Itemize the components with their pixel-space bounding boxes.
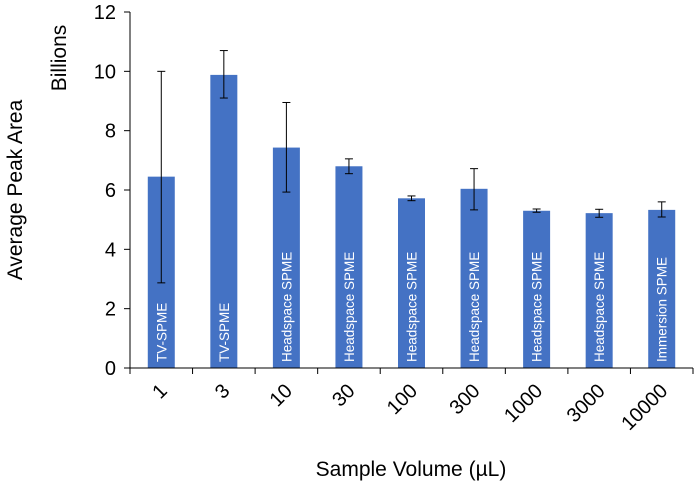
bar	[398, 198, 425, 368]
x-tick-label: 3	[211, 380, 234, 403]
x-tick-label: 300	[445, 380, 484, 419]
bar-label: Headspace SPME	[467, 252, 482, 362]
x-tick-label: 1000	[500, 380, 547, 427]
x-axis-title: Sample Volume (µL)	[316, 458, 507, 481]
y-tick-label: 12	[94, 2, 116, 24]
bar	[523, 210, 551, 368]
y-tick-label: 6	[105, 180, 116, 202]
bar-label: Headspace SPME	[405, 252, 420, 362]
y-tick-label: 8	[105, 121, 116, 143]
y-axis-unit-label: Billions	[48, 25, 71, 92]
y-axis: 0 2 4 6 8 10 12	[94, 2, 131, 380]
y-axis-title: Average Peak Area	[4, 99, 27, 280]
y-tick-label: 2	[105, 299, 116, 321]
y-tick-label: 10	[94, 61, 116, 83]
x-tick-label: 3000	[563, 380, 610, 427]
error-bars	[157, 50, 666, 284]
bar	[585, 213, 613, 368]
x-tick-label: 10000	[617, 380, 672, 435]
bar	[335, 166, 363, 368]
bar-label: Headspace SPME	[530, 252, 545, 362]
bar	[460, 188, 488, 368]
bar-label: Headspace SPME	[342, 252, 357, 362]
bar-label: TV-SPME	[154, 303, 169, 362]
x-axis: 1 3 10 30 100 300 1000 3000 10000	[129, 367, 694, 435]
y-tick-label: 0	[105, 358, 116, 380]
bar	[210, 74, 238, 368]
bar-label: Headspace SPME	[279, 252, 294, 362]
bar-label: Immersion SPME	[655, 257, 670, 362]
x-tick-label: 30	[328, 380, 359, 411]
bar-label: Headspace SPME	[592, 252, 607, 362]
y-tick-label: 4	[105, 239, 116, 261]
x-tick-label: 1	[148, 380, 171, 403]
bar-label: TV-SPME	[217, 303, 232, 362]
x-tick-label: 100	[383, 380, 422, 419]
bars	[147, 74, 676, 368]
x-tick-label: 10	[266, 380, 297, 411]
bar	[648, 209, 676, 368]
bar-labels: TV-SPME TV-SPME Headspace SPME Headspace SP…	[154, 252, 669, 362]
